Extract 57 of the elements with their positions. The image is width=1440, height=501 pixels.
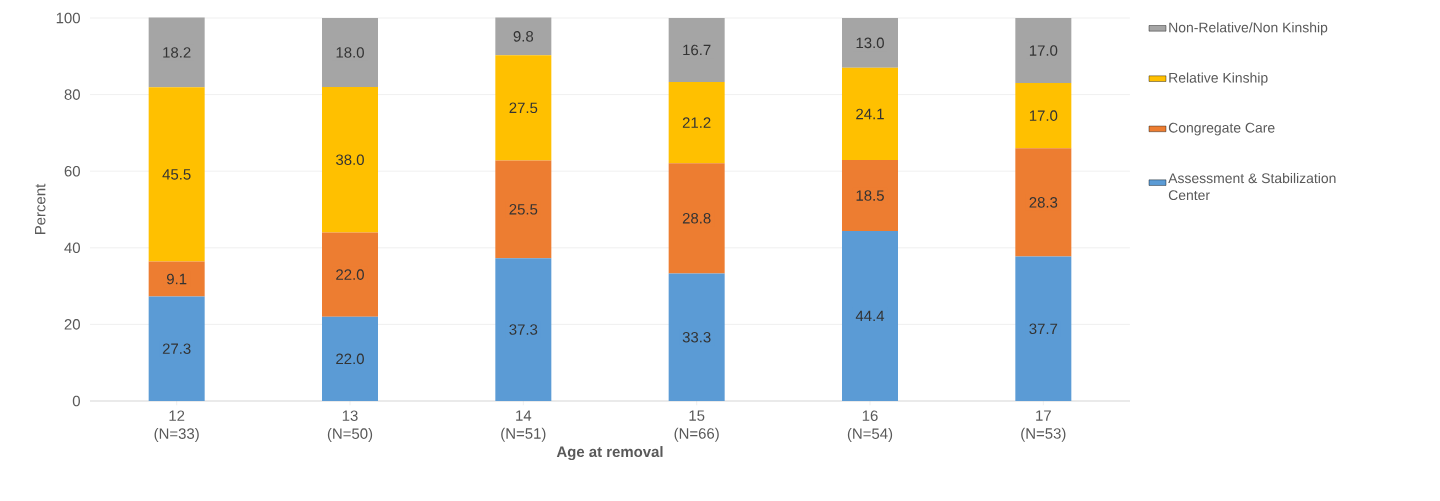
bar xyxy=(322,316,378,401)
data-label: 25.5 xyxy=(509,204,538,215)
data-label: 37.7 xyxy=(1029,323,1058,335)
data-label: 28.3 xyxy=(1029,197,1058,208)
bar xyxy=(842,67,898,161)
x-axis-title: Age at removal xyxy=(556,446,663,461)
y-tick-label: 40 xyxy=(64,242,80,254)
bar xyxy=(322,232,378,317)
bar xyxy=(322,86,378,233)
data-label: 16.7 xyxy=(683,44,711,56)
data-label: 9.8 xyxy=(513,31,534,42)
y-axis-title: Percent xyxy=(35,183,46,235)
bar xyxy=(842,230,898,401)
bar xyxy=(668,81,725,164)
bar xyxy=(495,160,552,259)
bar xyxy=(495,258,552,401)
data-label: 45.5 xyxy=(162,169,191,180)
data-label: 38.0 xyxy=(336,154,364,165)
x-tick-label: 14 (N=51) xyxy=(501,410,546,442)
data-label: 17.0 xyxy=(1029,45,1058,56)
x-tick-label: 12 (N=33) xyxy=(154,410,199,442)
data-label: 21.2 xyxy=(682,117,711,128)
data-label: 22.0 xyxy=(336,353,364,365)
x-tick-label: 13 (N=50) xyxy=(327,410,373,442)
data-label: 9.1 xyxy=(166,273,187,285)
data-label: 22.0 xyxy=(336,269,364,280)
data-label: 18.2 xyxy=(163,47,191,58)
bar xyxy=(148,87,205,262)
bar xyxy=(495,55,552,161)
data-label: 37.3 xyxy=(509,324,538,335)
bar xyxy=(668,163,725,274)
x-tick-label: 16 (N=54) xyxy=(847,410,893,442)
data-label: 18.0 xyxy=(336,47,364,58)
y-tick-label: 100 xyxy=(56,12,80,24)
y-tick-label: 20 xyxy=(64,319,80,330)
data-label: 17.0 xyxy=(1029,110,1058,121)
legend-label: Relative Kinship xyxy=(1169,72,1268,86)
bar xyxy=(1015,256,1072,401)
data-label: 27.3 xyxy=(162,343,191,354)
x-tick-label: 17 (N=53) xyxy=(1021,410,1066,442)
bar xyxy=(148,296,205,401)
legend-label: Assessment & Stabilization Center xyxy=(1168,172,1336,201)
x-tick-label: 15 (N=66) xyxy=(674,410,719,442)
data-label: 27.5 xyxy=(509,102,538,114)
bar xyxy=(668,273,725,401)
data-label: 44.4 xyxy=(855,310,885,322)
data-label: 13.0 xyxy=(856,37,884,49)
data-label: 24.1 xyxy=(856,108,884,120)
y-tick-label: 80 xyxy=(64,89,80,100)
y-tick-label: 0 xyxy=(72,395,80,407)
data-label: 18.5 xyxy=(856,190,884,201)
legend-label: Non-Relative/Non Kinship xyxy=(1169,22,1328,36)
data-label: 28.8 xyxy=(682,213,711,224)
y-tick-label: 60 xyxy=(64,165,80,177)
legend-label: Congregate Care xyxy=(1168,122,1275,136)
bar xyxy=(1015,148,1072,257)
data-label: 33.3 xyxy=(682,331,711,343)
